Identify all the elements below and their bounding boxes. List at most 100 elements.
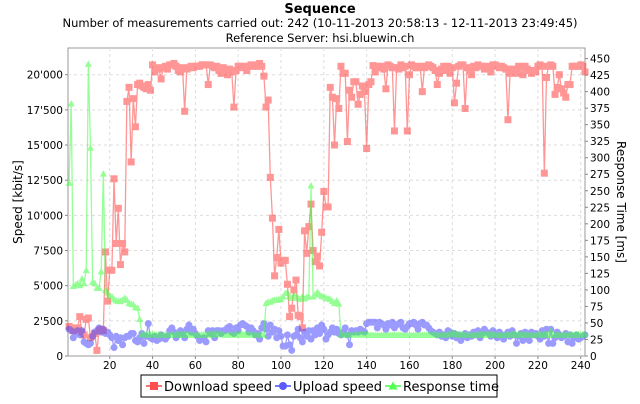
y-right-tick-label: 350 [590, 120, 610, 132]
data-point-upload [294, 325, 302, 333]
y-right-tick-label: 0 [590, 351, 597, 363]
data-point-download [465, 67, 473, 75]
data-point-download [116, 261, 124, 269]
data-point-download [542, 74, 550, 82]
data-point-download [84, 314, 92, 322]
data-point-download [506, 69, 514, 77]
data-point-download [119, 239, 127, 247]
legend-label-upload: Upload speed [293, 380, 382, 395]
data-point-download [125, 83, 133, 91]
data-point-upload [78, 327, 86, 335]
y-left-tick-label: 17'500 [27, 105, 63, 117]
data-point-download [296, 313, 304, 321]
data-point-upload [86, 339, 94, 347]
data-point-download [176, 68, 184, 76]
chart-subtitle-server: Reference Server: hsi.bluewin.ch [226, 31, 415, 45]
data-point-download [144, 81, 152, 89]
x-tick-label: 120 [314, 360, 334, 372]
data-point-upload [140, 339, 148, 347]
data-point-download [292, 276, 300, 284]
data-point-download [217, 69, 225, 77]
data-point-response [134, 304, 142, 311]
data-point-download [517, 64, 525, 72]
data-point-download [275, 225, 283, 233]
y-right-tick-label: 300 [590, 153, 610, 165]
data-point-upload [264, 332, 272, 340]
series-layer [65, 59, 589, 354]
data-point-download [262, 103, 270, 111]
data-point-download [114, 204, 122, 212]
x-tick-label: 220 [528, 360, 548, 372]
y-right-tick-label: 225 [590, 202, 610, 214]
data-point-download [127, 158, 135, 166]
data-point-download [281, 256, 289, 264]
data-point-download [181, 107, 189, 115]
data-point-response [335, 300, 343, 307]
data-point-response [136, 315, 144, 322]
data-point-download [502, 65, 510, 73]
data-point-download [553, 83, 561, 91]
data-point-upload [202, 338, 210, 346]
data-point-response [283, 288, 291, 295]
y-left-tick-label: 10'000 [27, 210, 63, 222]
data-point-download [538, 62, 546, 70]
y-right-tick-label: 425 [590, 70, 610, 82]
data-point-download [266, 173, 274, 181]
data-point-download [532, 68, 540, 76]
data-point-download [579, 62, 587, 70]
data-point-download [76, 313, 84, 321]
y-right-tick-label: 175 [590, 235, 610, 247]
data-point-download [243, 67, 251, 75]
data-point-download [309, 247, 317, 255]
data-point-upload [341, 324, 349, 332]
data-point-download [343, 138, 351, 146]
data-point-response [260, 331, 268, 338]
data-point-response [65, 179, 73, 186]
data-point-download [104, 297, 112, 305]
data-point-download [512, 69, 520, 77]
data-point-download [435, 69, 443, 77]
data-point-upload [288, 346, 296, 354]
data-point-download [305, 223, 313, 231]
data-point-download [442, 67, 450, 75]
y-right-tick-label: 375 [590, 103, 610, 115]
y-left-tick-label: 20'000 [27, 70, 63, 82]
data-point-download [157, 75, 165, 83]
data-point-download [468, 71, 476, 79]
data-point-download [110, 175, 118, 183]
data-point-download [356, 90, 364, 98]
data-point-download [108, 266, 116, 274]
data-point-download [358, 82, 366, 90]
y-axis-right-label: Response Time [ms] [614, 141, 628, 263]
y-left-tick-label: 12'500 [27, 175, 63, 187]
data-point-response [99, 170, 107, 177]
data-point-download [354, 100, 362, 108]
data-point-download [93, 346, 101, 354]
y-right-tick-label: 75 [590, 301, 603, 313]
data-point-download [555, 71, 563, 79]
data-point-download [288, 304, 296, 312]
data-point-download [333, 95, 341, 103]
data-point-download [316, 262, 324, 270]
data-point-download [320, 187, 328, 195]
x-tick-label: 20 [103, 360, 116, 372]
data-point-download [151, 68, 159, 76]
data-point-download [204, 81, 212, 89]
data-point-download [164, 65, 172, 73]
data-point-download [360, 88, 368, 96]
data-point-download [371, 68, 379, 76]
data-point-download [142, 85, 150, 93]
data-point-upload [266, 321, 274, 329]
data-point-upload [519, 337, 527, 345]
data-point-download [519, 71, 527, 79]
data-point-download [298, 324, 306, 332]
data-point-download [459, 61, 467, 69]
data-point-download [416, 62, 424, 70]
data-point-download [273, 254, 281, 262]
data-point-download [179, 64, 187, 72]
data-point-download [286, 313, 294, 321]
data-point-upload [275, 327, 283, 335]
data-point-download [461, 104, 469, 112]
data-point-download [290, 286, 298, 294]
data-point-upload [382, 325, 390, 333]
